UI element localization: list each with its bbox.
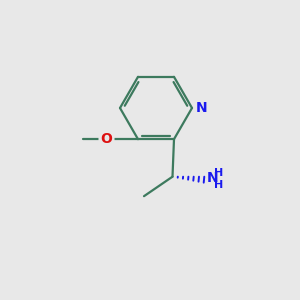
Text: H: H (214, 168, 224, 178)
Text: N: N (206, 171, 218, 185)
Text: O: O (100, 132, 112, 146)
Text: H: H (214, 180, 224, 190)
Text: N: N (196, 101, 208, 115)
